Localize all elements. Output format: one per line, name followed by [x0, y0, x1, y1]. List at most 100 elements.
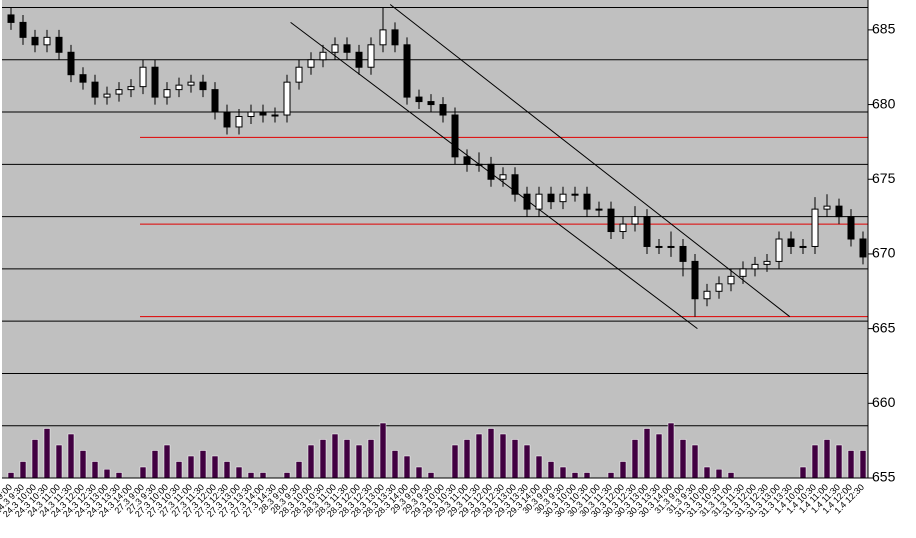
volume-bar — [199, 450, 207, 479]
candle-body — [31, 36, 39, 46]
candle-body — [763, 260, 771, 265]
volume-bar — [391, 450, 399, 479]
volume-bar — [691, 444, 699, 479]
candle-body — [391, 29, 399, 46]
candle-body — [715, 283, 723, 292]
candle-body — [655, 245, 663, 248]
candle-body — [787, 238, 795, 247]
plot-area — [2, 0, 868, 478]
candle-body — [235, 116, 243, 128]
volume-bar — [415, 466, 423, 479]
volume-bar — [79, 450, 87, 479]
candle-body — [535, 193, 543, 210]
volume-bar — [379, 422, 387, 479]
volume-bar — [283, 472, 291, 479]
candle-body — [475, 163, 483, 166]
candle-body — [403, 44, 411, 98]
candle-body — [247, 111, 255, 118]
y-tick-label: 680 — [872, 95, 896, 111]
volume-bar — [151, 450, 159, 479]
volume-bar — [451, 444, 459, 479]
volume-bar — [307, 444, 315, 479]
y-tick-label: 675 — [872, 170, 896, 186]
candle-body — [667, 245, 675, 248]
y-tick-label: 685 — [872, 21, 896, 37]
volume-bar — [31, 439, 39, 479]
volume-bar — [43, 428, 51, 479]
volume-bar — [499, 433, 507, 479]
volume-bar — [211, 455, 219, 479]
candle-body — [847, 216, 855, 240]
candle-body — [547, 193, 555, 203]
volume-bar — [67, 433, 75, 479]
volume-bar — [835, 444, 843, 479]
volume-bar — [559, 466, 567, 479]
volume-bar — [403, 455, 411, 479]
volume-bar — [823, 439, 831, 479]
volume-bar — [715, 468, 723, 479]
candle-body — [199, 81, 207, 91]
candle-body — [607, 208, 615, 233]
trend-line — [389, 4, 791, 318]
candle-body — [703, 290, 711, 300]
candle-body — [487, 163, 495, 180]
candle-body — [343, 44, 351, 53]
volume-bar — [319, 439, 327, 479]
candle-body — [451, 114, 459, 158]
candle-body — [439, 104, 447, 116]
volume-bar — [631, 439, 639, 479]
volume-bar — [547, 461, 555, 479]
volume-bar — [427, 472, 435, 479]
candle-body — [727, 275, 735, 285]
candle-body — [151, 66, 159, 98]
volume-bar — [667, 422, 675, 479]
candle-body — [115, 89, 123, 95]
volume-bar — [223, 461, 231, 479]
candle-body — [175, 84, 183, 91]
volume-bar — [799, 466, 807, 479]
volume-bar — [703, 466, 711, 479]
candle-body — [583, 193, 591, 210]
volume-bar — [331, 433, 339, 479]
candle-body — [139, 66, 147, 88]
candle-body — [319, 51, 327, 61]
volume-bar — [139, 466, 147, 479]
candle-body — [835, 205, 843, 218]
candle-body — [679, 245, 687, 262]
volume-bar — [859, 450, 867, 479]
candle-body — [799, 245, 807, 248]
candle-body — [739, 268, 747, 277]
candle-body — [511, 174, 519, 195]
volume-bar — [571, 472, 579, 479]
candle-body — [811, 208, 819, 247]
volume-bar — [643, 428, 651, 479]
volume-bar — [247, 472, 255, 479]
candle-body — [91, 81, 99, 98]
volume-bar — [583, 472, 591, 479]
candle-body — [355, 51, 363, 68]
candle-body — [775, 238, 783, 262]
candle-body — [463, 156, 471, 165]
volume-bar — [355, 444, 363, 479]
candle-body — [559, 193, 567, 203]
volume-bar — [259, 472, 267, 479]
candle-body — [859, 238, 867, 258]
candle-body — [283, 81, 291, 116]
volume-bar — [727, 472, 735, 479]
candle-body — [187, 81, 195, 86]
candle-body — [823, 205, 831, 210]
candle-body — [295, 66, 303, 83]
volume-bar — [487, 428, 495, 479]
candle-body — [7, 14, 15, 23]
volume-bar — [295, 461, 303, 479]
volume-bar — [55, 444, 63, 479]
volume-bar — [115, 472, 123, 479]
y-tick-label: 670 — [872, 245, 896, 261]
volume-bar — [19, 461, 27, 479]
candle-body — [211, 89, 219, 113]
y-tick-label: 655 — [872, 469, 896, 485]
volume-bar — [475, 433, 483, 479]
candle-body — [67, 51, 75, 76]
candle-body — [691, 260, 699, 300]
volume-bar — [619, 461, 627, 479]
